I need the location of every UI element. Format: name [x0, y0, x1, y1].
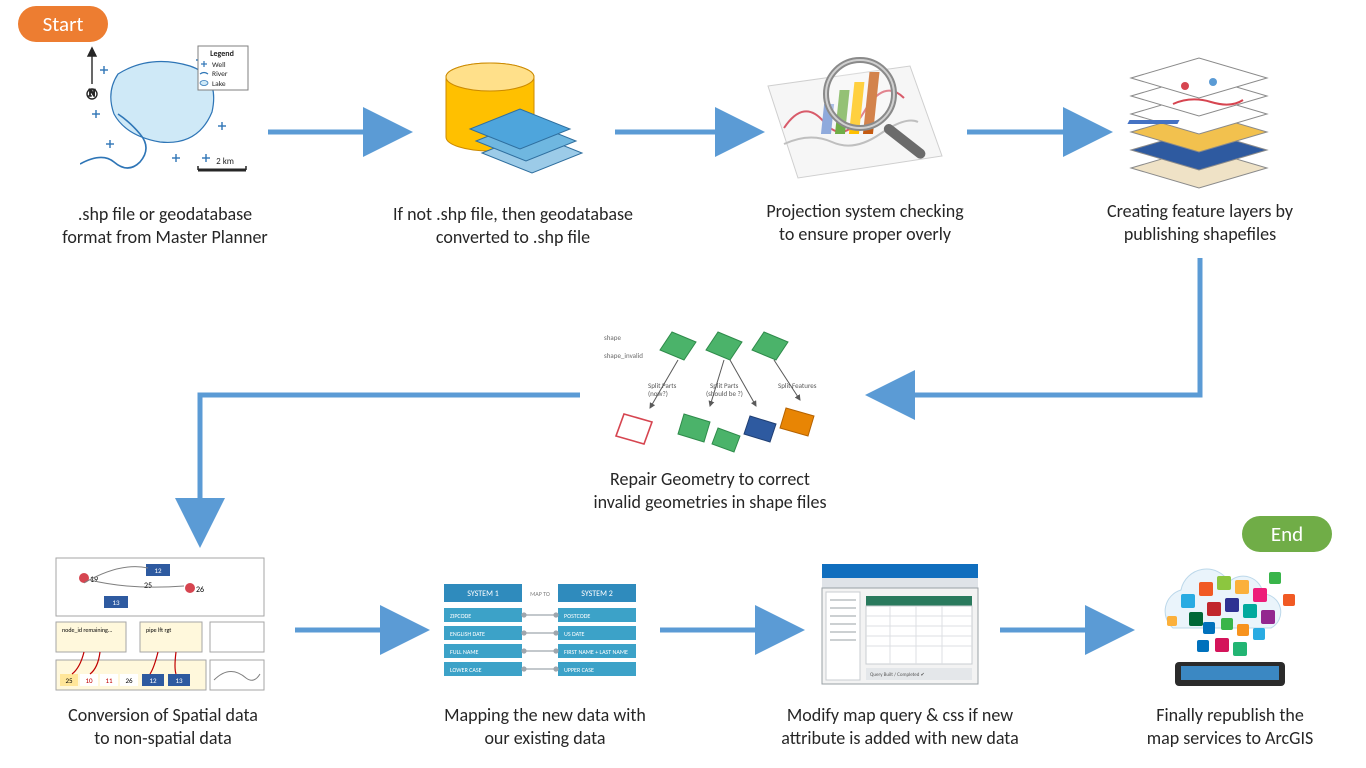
- magnifier-chart-icon: [760, 48, 950, 188]
- svg-text:Lake: Lake: [212, 80, 226, 89]
- step-3-label: Projection system checkingto ensure prop…: [730, 200, 1000, 245]
- step-9-label: Finally republish themap services to Arc…: [1110, 704, 1350, 749]
- svg-text:Well: Well: [212, 61, 226, 70]
- svg-text:shape: shape: [604, 333, 621, 342]
- data-mapping-icon: SYSTEM 1 SYSTEM 2 MAP TO ZIPCODE POSTCOD…: [440, 580, 640, 695]
- svg-text:12: 12: [154, 566, 162, 575]
- svg-text:11: 11: [105, 676, 113, 685]
- query-window-icon: Query Built / Completed ✔: [820, 562, 980, 692]
- arrow-a4: [870, 258, 1200, 395]
- step-2-label: If not .shp file, then geodatabaseconver…: [358, 203, 668, 248]
- svg-text:(now?): (now?): [648, 389, 668, 398]
- svg-text:(should be ?): (should be ?): [706, 389, 743, 398]
- svg-text:FULL NAME: FULL NAME: [450, 648, 478, 656]
- svg-text:25: 25: [65, 676, 73, 685]
- svg-text:node_id remaining...: node_id remaining...: [62, 626, 113, 634]
- end-pill: End: [1242, 516, 1332, 552]
- svg-text:SYSTEM 2: SYSTEM 2: [581, 589, 613, 599]
- svg-text:10: 10: [85, 676, 93, 685]
- arrow-a5: [200, 395, 580, 543]
- svg-text:13: 13: [112, 598, 120, 607]
- svg-text:ENGLISH DATE: ENGLISH DATE: [450, 630, 485, 638]
- svg-text:25: 25: [144, 581, 152, 591]
- step-8-label: Modify map query & css if newattribute i…: [755, 704, 1045, 749]
- svg-text:UPPER CASE: UPPER CASE: [564, 666, 594, 674]
- svg-text:26: 26: [196, 585, 204, 595]
- step-4-label: Creating feature layers bypublishing sha…: [1070, 200, 1330, 245]
- step-6-label: Conversion of Spatial datato non-spatial…: [38, 704, 288, 749]
- svg-text:POSTCODE: POSTCODE: [564, 612, 590, 620]
- svg-text:US DATE: US DATE: [564, 630, 584, 638]
- svg-text:FIRST NAME + LAST NAME: FIRST NAME + LAST NAME: [564, 648, 628, 656]
- svg-text:pipe lft rgt: pipe lft rgt: [146, 626, 171, 634]
- step-7-label: Mapping the new data withour existing da…: [420, 704, 670, 749]
- stacked-layers-icon: [1115, 42, 1280, 192]
- start-pill: Start: [18, 6, 108, 42]
- svg-text:Legend: Legend: [210, 49, 234, 59]
- svg-text:12: 12: [149, 676, 157, 685]
- spatial-conversion-icon: 19 26 25 12 13 node_id remaining... pipe…: [50, 556, 270, 696]
- svg-text:13: 13: [175, 676, 183, 685]
- svg-text:ZIPCODE: ZIPCODE: [450, 612, 471, 620]
- svg-text:shape_invalid: shape_invalid: [604, 351, 643, 360]
- svg-text:MAP TO: MAP TO: [530, 590, 550, 598]
- svg-text:26: 26: [125, 676, 133, 685]
- start-label: Start: [43, 11, 84, 37]
- svg-text:LOWER CASE: LOWER CASE: [450, 666, 482, 674]
- end-label: End: [1271, 521, 1303, 547]
- svg-text:River: River: [212, 70, 228, 79]
- step-5-label: Repair Geometry to correctinvalid geomet…: [560, 468, 860, 513]
- map-legend-icon: N Legend Well River Lake 2 km: [80, 44, 250, 194]
- svg-text:2 km: 2 km: [216, 156, 234, 167]
- database-layers-icon: [420, 55, 600, 195]
- repair-geometry-icon: shape shape_invalid Split Parts (now?) S…: [600, 330, 830, 455]
- svg-text:SYSTEM 1: SYSTEM 1: [467, 589, 499, 599]
- svg-text:Split Features: Split Features: [778, 381, 817, 390]
- publish-cloud-icon: [1145, 558, 1315, 698]
- step-1-label: .shp file or geodatabaseformat from Mast…: [30, 203, 300, 248]
- svg-text:Query Built / Completed ✔: Query Built / Completed ✔: [870, 672, 925, 678]
